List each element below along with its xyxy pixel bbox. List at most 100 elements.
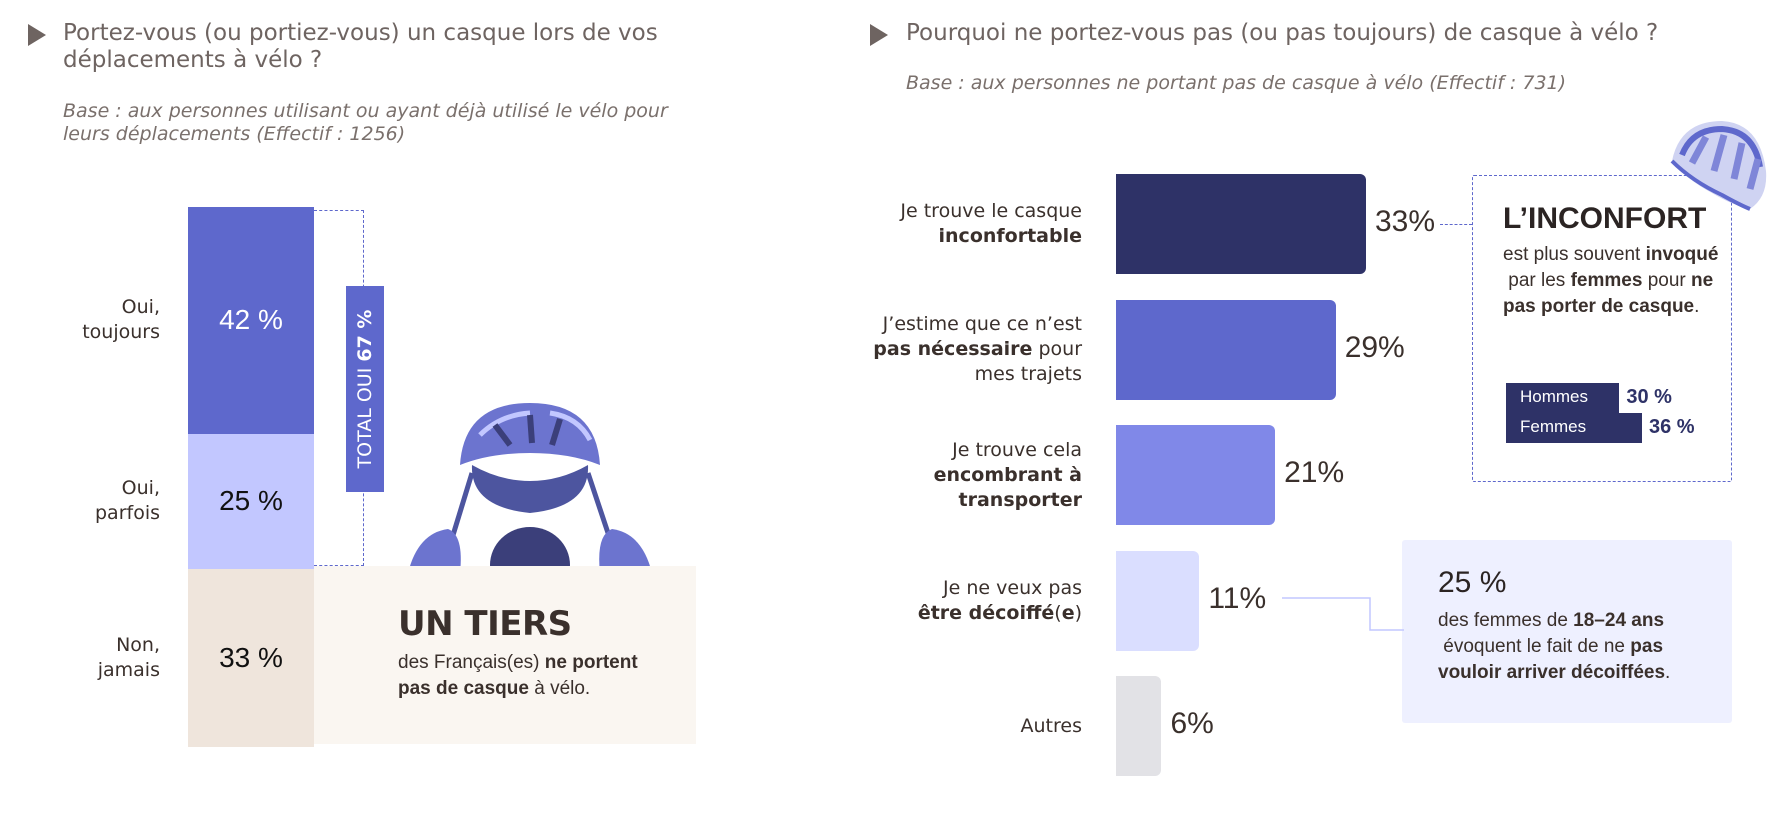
question-arrow-icon [870,24,888,46]
stack-category-line: Non, [116,633,160,656]
hbar-category-text: pour [1032,338,1082,360]
stack-segment-1: 25 % [188,433,314,569]
inconfort-b2: femmes [1570,270,1643,291]
inconfort-t2: par les [1503,270,1571,291]
question-arrow-icon [28,24,46,46]
stack-segment-2: 33 % [188,568,314,747]
young-t1: des femmes de [1438,610,1574,631]
hbar-category-text: Je ne veux pas [943,576,1082,599]
hbar-category-text: mes trajets [974,363,1082,385]
total-oui-badge [346,286,384,492]
right-base: Base : aux personnes ne portant pas de c… [906,72,1567,94]
left-title-line2: déplacements à vélo ? [63,47,323,73]
hbar-category-text: pas nécessaire [873,338,1033,360]
young-women-box [1402,540,1732,723]
hbar-category-label: Je trouve le casque inconfortable [770,199,1082,249]
stack-value-label: 25 % [219,485,283,517]
hbar-category-text: Autres [1020,714,1082,737]
inconfort-title: L’INCONFORT [1503,202,1707,235]
stack-category-label: Oui, toujours [40,295,160,345]
hbar-category-line: mes trajets [770,362,1082,387]
total-oui-value: 67 % [354,309,376,362]
hbar-0 [1116,174,1366,274]
person-helmet-illustration [408,403,652,573]
gender-bar-value: 36 % [1649,416,1695,438]
hbar-category-label: Je trouve cela encombrant à transporter [770,438,1082,513]
young-b1: 18–24 ans [1573,610,1665,631]
inconfort-t1: est plus souvent [1503,244,1646,265]
hbar-category-text: ( [1054,601,1062,624]
tiers-text: UN TIERS des Français(es) ne portent pas … [398,604,688,702]
hbar-category-line: être décoiffé(e) [770,601,1082,626]
hbar-category-label: Autres [770,714,1082,739]
hbar-category-text: inconfortable [938,225,1082,247]
tiers-body: des Français(es) ne portent pas de casque… [398,650,688,702]
hbar-value-label: 6% [1170,707,1214,740]
stack-category-line: toujours [82,321,160,344]
hbar-category-text: Je trouve cela [952,438,1082,461]
hbar-category-line: Je trouve le casque [770,199,1082,224]
hbar-category-line: pas nécessaire pour [770,337,1082,362]
young-t2: évoquent le fait de ne [1438,636,1631,657]
stack-category-line: parfois [94,502,160,525]
hbar-category-text: ) [1074,601,1082,624]
hbar-category-line: Autres [770,714,1082,739]
hbar-category-text: encombrant à [933,463,1082,486]
hbar-category-text: transporter [958,488,1082,511]
total-oui-label: TOTAL OUI 67 % [346,286,384,492]
stack-category-label: Oui, parfois [40,476,160,526]
hbar-4 [1116,676,1162,776]
stack-category-line: Oui, [121,296,160,319]
young-women-body: des femmes de 18–24 ans évoquent le fait… [1438,608,1728,686]
tiers-body-t2: à vélo. [528,678,591,699]
inconfort-t4: . [1694,296,1700,317]
stack-category-line: jamais [97,658,160,681]
hbar-category-line: encombrant à [770,463,1082,488]
gender-bar-label: Hommes [1520,387,1589,406]
hbar-category-label: Je ne veux pas être décoiffé(e) [770,576,1082,626]
hbar-category-line: transporter [770,488,1082,513]
bike-helmet-icon [1670,121,1767,211]
inconfort-body: est plus souvent invoqué par les femmes … [1503,242,1718,320]
hbar-category-line: inconfortable [770,224,1082,249]
stack-value-label: 42 % [219,304,283,336]
tiers-body-b1: ne portent [544,652,638,673]
stack-category-label: Non, jamais [40,633,160,683]
stack-category-line: Oui, [121,477,160,500]
hbar-category-text: J’estime que ce n’est [882,313,1082,335]
young-women-value: 25 % [1438,566,1507,599]
hbar-value-label: 29% [1344,330,1405,364]
stack-value-label: 33 % [219,641,283,673]
left-base: Base : aux personnes utilisant ou ayant … [63,100,668,146]
left-title: Portez-vous (ou portiez-vous) un casque … [63,20,658,74]
inconfort-t3: pour [1642,270,1692,291]
hbar-category-text: être décoiffé [917,601,1055,624]
hbar-category-line: Je ne veux pas [770,576,1082,601]
total-oui-prefix: TOTAL OUI [354,361,376,469]
tiers-body-t1: des Français(es) [398,652,545,673]
young-connector [1282,597,1404,631]
hbar-category-line: Je trouve cela [770,438,1082,463]
inconfort-b3: ne pas porter de casque [1503,270,1714,317]
left-base-line1: Base : aux personnes utilisant ou ayant … [63,100,668,122]
inconfort-connector [1440,224,1472,225]
hbar-2 [1116,425,1276,525]
hbar-category-text: Je trouve le casque [900,200,1082,222]
gender-bar-1: Femmes [1506,413,1642,443]
hbar-category-line: J’estime que ce n’est [770,312,1082,337]
stack-segment-0: 42 % [188,207,314,434]
hbar-value-label: 21% [1284,456,1345,489]
left-base-line2: leurs déplacements (Effectif : 1256) [63,123,406,145]
inconfort-b1: invoqué [1645,244,1719,265]
inconfort-box [1472,175,1732,482]
young-t3: . [1665,662,1671,683]
hbar-category-label: J’estime que ce n’est pas nécessaire pour… [770,312,1082,387]
young-women-text: 25 % des femmes de 18–24 ans évoquent le… [1438,566,1728,686]
left-title-line1: Portez-vous (ou portiez-vous) un casque … [63,20,658,46]
right-title: Pourquoi ne portez-vous pas (ou pas touj… [906,20,1659,46]
hbar-value-label: 11% [1208,581,1267,615]
hbar-3 [1116,550,1200,651]
tiers-body-b2: pas de casque [398,678,529,699]
hbar-category-text: e [1061,601,1075,624]
gender-bar-0: Hommes [1506,383,1620,413]
